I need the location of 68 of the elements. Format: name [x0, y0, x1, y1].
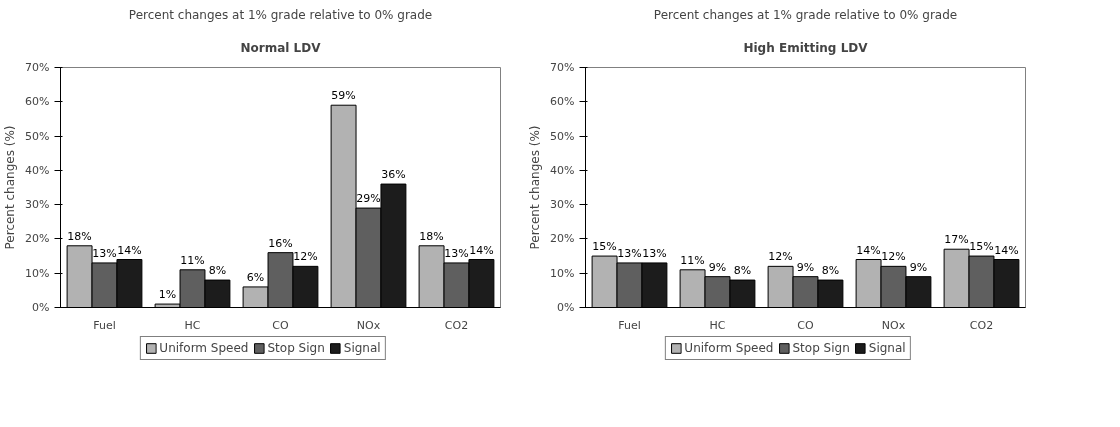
data-label: 9%: [796, 260, 815, 274]
data-label: 9%: [708, 260, 727, 274]
y-tick-label: 30%: [550, 198, 575, 212]
y-tick-label: 0%: [32, 301, 50, 314]
data-label: 59%: [331, 89, 356, 103]
y-tick-label: 10%: [550, 266, 575, 280]
data-label: 8%: [821, 264, 840, 278]
data-label: 15%: [969, 240, 994, 254]
y-tick-label: 20%: [550, 232, 575, 246]
y-tick-label: 60%: [25, 95, 50, 109]
data-label: 6%: [246, 270, 265, 284]
x-tick-label: NOx: [356, 318, 381, 332]
legend-label: Stop Sign: [267, 341, 325, 355]
data-label: 18%: [67, 229, 92, 243]
y-tick-label: 20%: [25, 232, 50, 246]
y-tick-label: 50%: [550, 129, 575, 143]
data-label: 13%: [617, 246, 642, 260]
data-label: 14%: [469, 243, 494, 257]
data-label: 12%: [881, 250, 906, 264]
x-tick-label: HC: [184, 318, 201, 332]
data-label: 13%: [92, 246, 117, 260]
data-label: 11%: [680, 253, 705, 267]
x-tick-label: CO: [797, 318, 815, 332]
data-label: 14%: [994, 243, 1019, 257]
x-tick-label: CO: [272, 318, 290, 332]
x-tick-label: NOx: [881, 318, 906, 332]
y-tick-label: 0%: [557, 301, 575, 314]
y-tick-label: 60%: [550, 95, 575, 109]
data-label: 8%: [733, 264, 752, 278]
data-label: 1%: [158, 288, 177, 302]
chart-subtitle: High Emitting LDV: [743, 41, 869, 55]
y-tick-label: 70%: [550, 61, 575, 74]
data-label: 36%: [381, 168, 406, 182]
chart-subtitle: Normal LDV: [240, 41, 322, 55]
y-tick-label: 30%: [25, 198, 50, 212]
y-tick-label: 40%: [550, 163, 575, 177]
data-label: 11%: [180, 253, 205, 267]
data-label: 14%: [856, 243, 881, 257]
data-label: 29%: [356, 192, 381, 206]
y-axis-title: Percent changes (%): [528, 125, 543, 250]
data-label: 9%: [909, 260, 928, 274]
data-label: 14%: [117, 243, 142, 257]
chart-title: Percent changes at 1% grade relative to 0% grade: [653, 7, 958, 22]
y-tick-label: 40%: [25, 163, 50, 177]
data-label: 16%: [268, 236, 293, 250]
legend-label: Signal: [343, 341, 381, 355]
y-axis-title: Percent changes (%): [3, 125, 18, 250]
data-label: 13%: [642, 246, 667, 260]
x-tick-label: Fuel: [93, 318, 116, 332]
y-tick-label: 50%: [25, 129, 50, 143]
data-label: 12%: [293, 250, 318, 264]
chart-title: Percent changes at 1% grade relative to 0% grade: [128, 7, 433, 22]
y-tick-label: 70%: [25, 61, 50, 74]
legend-label: Stop Sign: [792, 341, 850, 355]
legend-label: Uniform Speed: [159, 341, 249, 355]
data-label: 13%: [444, 246, 469, 260]
legend-label: Uniform Speed: [684, 341, 774, 355]
legend-label: Signal: [868, 341, 906, 355]
x-tick-label: Fuel: [618, 318, 641, 332]
data-label: 18%: [419, 229, 444, 243]
data-label: 12%: [768, 250, 793, 264]
x-tick-label: CO2: [444, 318, 469, 332]
y-tick-label: 10%: [25, 266, 50, 280]
data-label: 8%: [208, 264, 227, 278]
data-label: 15%: [592, 240, 617, 254]
x-tick-label: CO2: [969, 318, 994, 332]
data-label: 17%: [944, 233, 969, 247]
x-tick-label: HC: [709, 318, 726, 332]
